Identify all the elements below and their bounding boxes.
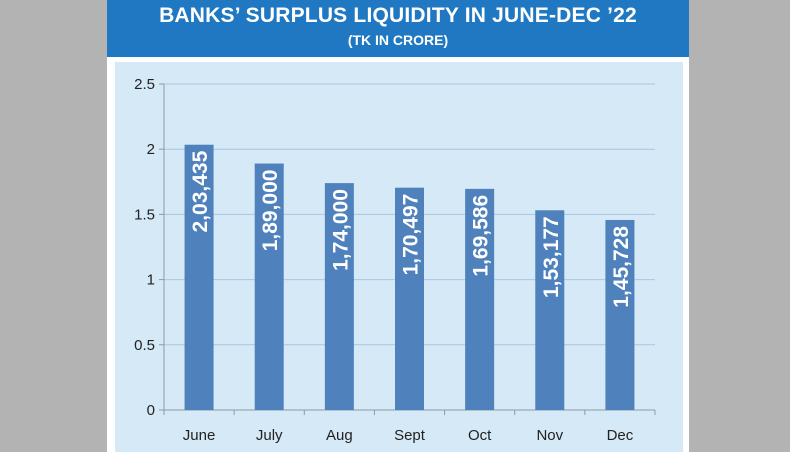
bar bbox=[605, 219, 635, 410]
bar bbox=[535, 210, 565, 410]
bar-data-label: 1,70,497 bbox=[400, 194, 423, 276]
bar-data-label: 1,89,000 bbox=[259, 170, 282, 252]
x-tick-label: July bbox=[256, 427, 283, 444]
bar bbox=[184, 144, 214, 410]
x-tick-label: Oct bbox=[468, 427, 492, 444]
chart-header: BANKS’ SURPLUS LIQUIDITY IN JUNE-DEC ’22… bbox=[107, 0, 689, 57]
bar-data-label: 1,53,177 bbox=[540, 216, 563, 298]
y-tick-label: 1.5 bbox=[134, 206, 155, 223]
bar bbox=[254, 163, 284, 410]
bar bbox=[465, 188, 495, 410]
y-tick-label: 2 bbox=[147, 141, 155, 158]
chart-subtitle: (TK IN CRORE) bbox=[347, 32, 449, 48]
y-tick-label: 0 bbox=[147, 402, 155, 419]
bar-data-label: 2,03,435 bbox=[189, 150, 212, 232]
y-tick-label: 0.5 bbox=[134, 337, 155, 354]
x-tick-label: Nov bbox=[536, 427, 563, 444]
bar bbox=[324, 183, 354, 410]
x-tick-label: June bbox=[183, 427, 216, 444]
bar-data-label: 1,69,586 bbox=[470, 195, 493, 277]
x-tick-label: Aug bbox=[326, 427, 353, 444]
y-tick-label: 1 bbox=[147, 272, 155, 289]
bar bbox=[395, 187, 424, 410]
x-tick-label: Sept bbox=[394, 427, 426, 444]
chart-title: BANKS’ SURPLUS LIQUIDITY IN JUNE-DEC ’22 bbox=[159, 4, 637, 27]
bar-data-label: 1,74,000 bbox=[329, 189, 352, 271]
y-tick-label: 2.5 bbox=[134, 76, 155, 93]
x-tick-label: Dec bbox=[607, 427, 634, 444]
bar-data-label: 1,45,728 bbox=[610, 226, 633, 308]
